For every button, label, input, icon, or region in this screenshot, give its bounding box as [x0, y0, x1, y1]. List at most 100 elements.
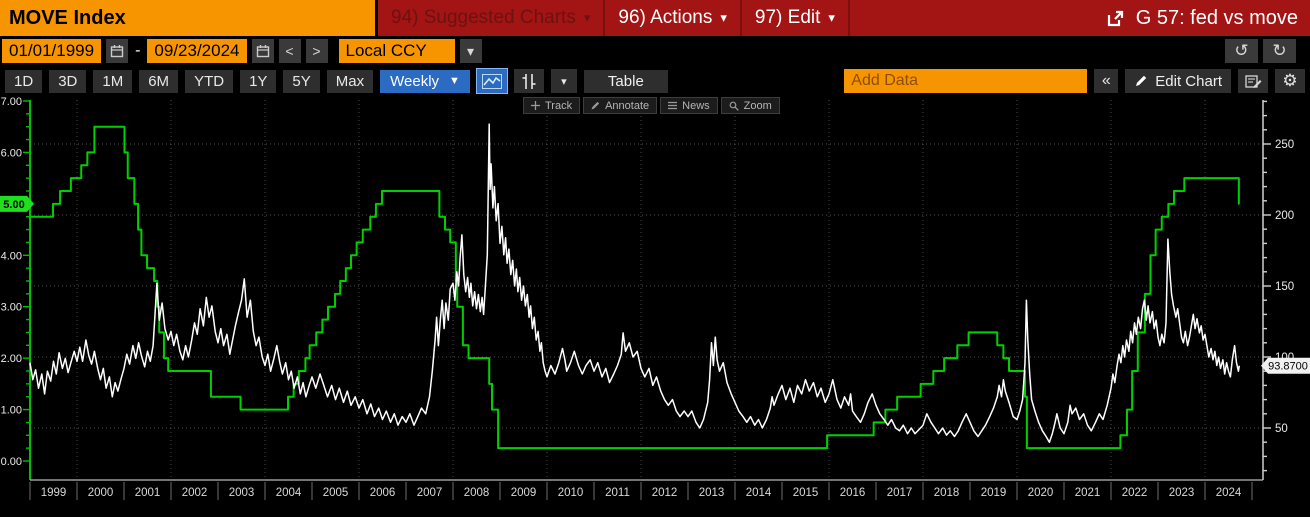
ohlc-bars-icon [522, 73, 536, 89]
date-range-dash: - [135, 42, 141, 59]
date-bar: 01/01/1999 - 09/23/2024 < > Local CCY ▾ … [0, 36, 1310, 66]
annotate-button[interactable]: Annotate [583, 97, 658, 114]
chevron-left-icon: < [285, 43, 294, 59]
track-button[interactable]: Track [523, 97, 581, 114]
date-to-field[interactable]: 09/23/2024 [147, 39, 247, 63]
collapse-panel-button[interactable]: « [1094, 69, 1119, 93]
double-chevron-left-icon: « [1101, 72, 1111, 89]
menu-suggested-charts[interactable]: 94) Suggested Charts ▾ [378, 0, 606, 36]
undo-icon: ↺ [1234, 41, 1249, 60]
undo-button[interactable]: ↺ [1225, 39, 1258, 63]
chart-canvas[interactable]: 0.001.002.003.004.005.006.007.0050100150… [0, 96, 1310, 517]
svg-text:2018: 2018 [934, 487, 960, 499]
svg-text:2022: 2022 [1122, 487, 1148, 499]
svg-text:2011: 2011 [605, 487, 630, 499]
svg-text:5.00: 5.00 [3, 199, 24, 211]
chart-type-dropdown-button[interactable]: ▾ [550, 69, 577, 93]
add-data-input[interactable] [844, 69, 1088, 93]
svg-text:2021: 2021 [1075, 487, 1101, 499]
svg-text:2019: 2019 [981, 487, 1007, 499]
svg-text:2.00: 2.00 [1, 353, 22, 365]
period-button-1d[interactable]: 1D [5, 69, 43, 93]
chart-overlay-toolbar: Track Annotate News Zoom [523, 97, 780, 114]
svg-text:50: 50 [1275, 423, 1288, 435]
security-name: MOVE Index [9, 6, 126, 29]
bar-chart-type-button[interactable] [513, 69, 544, 93]
svg-text:2015: 2015 [793, 487, 819, 499]
next-period-button[interactable]: > [305, 39, 328, 63]
calendar-to-button[interactable] [251, 39, 274, 63]
gear-icon: ⚙ [1282, 71, 1298, 90]
redo-icon: ↻ [1272, 41, 1287, 60]
svg-text:2003: 2003 [229, 487, 255, 499]
svg-text:1999: 1999 [41, 487, 67, 499]
svg-text:3.00: 3.00 [1, 302, 22, 314]
svg-text:0.00: 0.00 [1, 456, 22, 468]
period-button-ytd[interactable]: YTD [185, 69, 234, 93]
crosshair-icon [531, 101, 540, 110]
chevron-down-icon: ▾ [828, 10, 835, 25]
chart-title-area: G 57: fed vs move [1105, 0, 1310, 36]
svg-text:2007: 2007 [417, 487, 443, 499]
svg-text:2009: 2009 [511, 487, 537, 499]
period-button-max[interactable]: Max [326, 69, 374, 93]
svg-text:150: 150 [1275, 281, 1294, 293]
period-button-1y[interactable]: 1Y [240, 69, 277, 93]
prev-period-button[interactable]: < [278, 39, 301, 63]
period-button-1m[interactable]: 1M [93, 69, 133, 93]
period-button-3d[interactable]: 3D [49, 69, 87, 93]
svg-text:2014: 2014 [746, 487, 772, 499]
currency-dropdown-button[interactable]: ▾ [459, 39, 482, 63]
annotate-notes-button[interactable] [1238, 69, 1268, 93]
svg-text:2024: 2024 [1216, 487, 1242, 499]
period-buttons: 1D 3D 1M 6M YTD 1Y 5Y Max [5, 69, 374, 93]
redo-button[interactable]: ↻ [1263, 39, 1296, 63]
svg-text:2013: 2013 [699, 487, 725, 499]
chart-area[interactable]: Track Annotate News Zoom 0.00 1.00 2.00 3.0… [0, 96, 1310, 517]
svg-text:7.00: 7.00 [1, 96, 22, 108]
calendar-icon [110, 45, 124, 58]
news-list-icon [668, 101, 678, 110]
svg-text:2010: 2010 [558, 487, 584, 499]
export-icon[interactable] [1105, 8, 1126, 29]
period-button-5y[interactable]: 5Y [283, 69, 320, 93]
settings-button[interactable]: ⚙ [1275, 69, 1305, 93]
chevron-down-icon: ▾ [467, 42, 475, 59]
calendar-from-button[interactable] [106, 39, 129, 63]
menu-actions[interactable]: 96) Actions ▾ [605, 0, 742, 36]
note-edit-icon [1244, 74, 1261, 88]
news-button[interactable]: News [660, 97, 718, 114]
zoom-button[interactable]: Zoom [720, 97, 780, 114]
svg-text:200: 200 [1275, 210, 1294, 222]
svg-text:2005: 2005 [323, 487, 349, 499]
svg-text:2002: 2002 [182, 487, 208, 499]
pencil-icon [1136, 75, 1147, 86]
svg-text:2006: 2006 [370, 487, 396, 499]
title-bar: MOVE Index 94) Suggested Charts ▾ 96) Ac… [0, 0, 1310, 36]
edit-chart-button[interactable]: Edit Chart [1125, 69, 1231, 93]
currency-select[interactable]: Local CCY [338, 39, 455, 63]
svg-text:2017: 2017 [887, 487, 913, 499]
pencil-icon [591, 101, 600, 110]
chevron-down-icon: ▾ [720, 10, 727, 25]
line-chart-icon [481, 73, 502, 89]
frequency-select[interactable]: Weekly ▼ [380, 69, 470, 93]
calendar-icon [256, 45, 269, 58]
svg-text:2004: 2004 [276, 487, 302, 499]
svg-text:2000: 2000 [88, 487, 114, 499]
chart-name: G 57: fed vs move [1135, 6, 1298, 29]
date-from-field[interactable]: 01/01/1999 [2, 39, 102, 63]
svg-text:250: 250 [1275, 139, 1294, 151]
chevron-down-icon: ▼ [449, 75, 460, 87]
svg-text:2012: 2012 [652, 487, 678, 499]
security-field[interactable]: MOVE Index [0, 0, 378, 36]
svg-text:2008: 2008 [464, 487, 490, 499]
menu-edit[interactable]: 97) Edit ▾ [742, 0, 850, 36]
period-button-6m[interactable]: 6M [139, 69, 179, 93]
line-chart-type-button[interactable] [475, 68, 508, 94]
svg-text:4.00: 4.00 [1, 250, 22, 262]
svg-text:2001: 2001 [135, 487, 161, 499]
table-button[interactable]: Table [583, 69, 668, 93]
svg-text:6.00: 6.00 [1, 147, 22, 159]
